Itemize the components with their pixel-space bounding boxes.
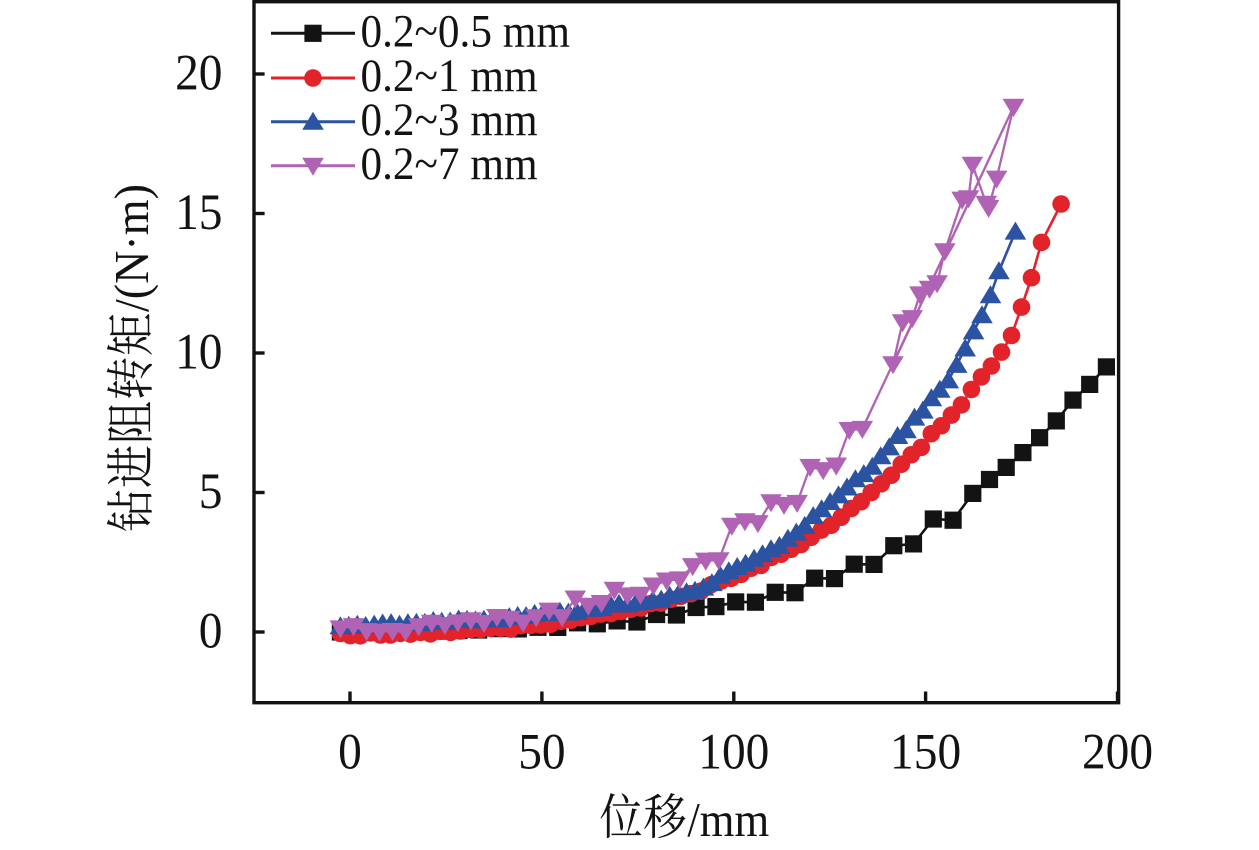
svg-text:100: 100 [698,723,769,780]
svg-text:0: 0 [338,723,362,780]
svg-text:5: 5 [199,462,223,519]
svg-text:0.2~1 mm: 0.2~1 mm [361,50,538,102]
svg-text:10: 10 [175,323,222,380]
svg-text:150: 150 [890,723,961,780]
svg-text:/(N·m): /(N·m) [106,184,159,312]
svg-text:/mm: /mm [687,793,769,847]
svg-text:0.2~3 mm: 0.2~3 mm [361,93,538,145]
svg-text:0.2~0.5 mm: 0.2~0.5 mm [361,5,570,57]
svg-text:15: 15 [175,183,222,240]
svg-text:0: 0 [199,602,223,659]
svg-text:20: 20 [175,44,222,101]
svg-text:0.2~7 mm: 0.2~7 mm [361,137,538,189]
svg-text:200: 200 [1082,723,1153,780]
svg-text:50: 50 [518,723,565,780]
